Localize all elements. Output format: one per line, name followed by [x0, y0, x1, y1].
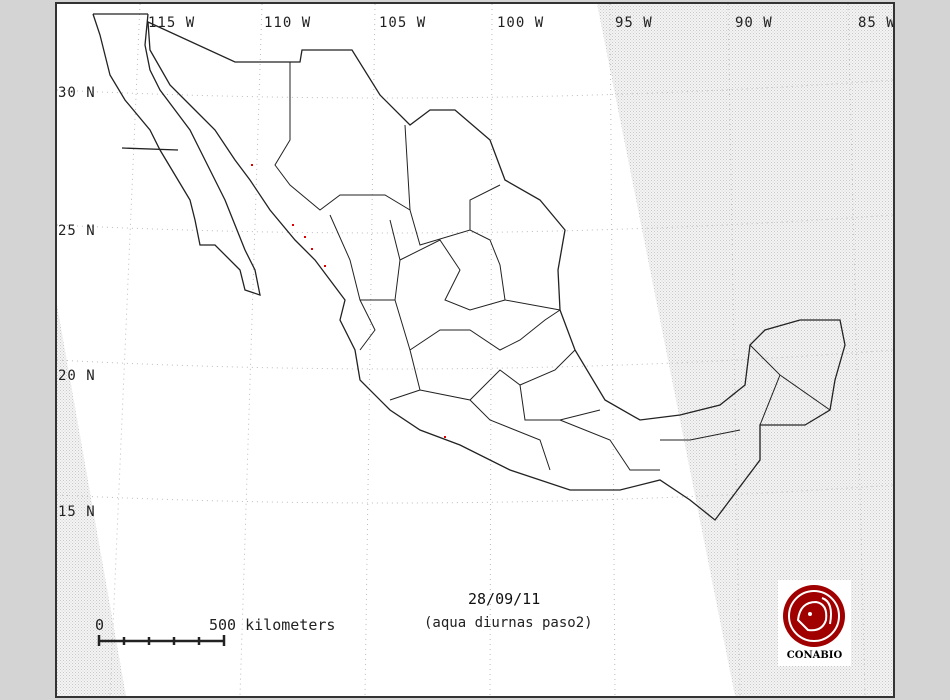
country-outline — [92, 13, 846, 521]
lat-label: 20 N — [58, 368, 96, 384]
map-date: 28/09/11 — [468, 590, 541, 608]
lon-label: 100 W — [497, 15, 545, 31]
hotspots — [251, 164, 446, 438]
no-coverage-left — [57, 305, 126, 696]
lat-label: 30 N — [58, 85, 96, 101]
no-coverage-right — [597, 4, 893, 696]
scale-start-label: 0 — [95, 616, 105, 634]
hotspot-point — [251, 164, 253, 166]
lon-label: 85 W — [858, 15, 893, 31]
scale-end-label: 500 kilometers — [209, 616, 336, 634]
lon-label: 105 W — [379, 15, 427, 31]
baja-california — [92, 13, 261, 296]
lon-label: 115 W — [148, 15, 196, 31]
scale-bar — [97, 635, 226, 646]
hotspot-point — [304, 236, 306, 238]
lat-label: 15 N — [58, 504, 96, 520]
state-borders — [274, 62, 831, 471]
hotspot-point — [444, 436, 446, 438]
hotspot-point — [324, 265, 326, 267]
lat-label: 25 N — [58, 223, 96, 239]
map-subtitle: (aqua diurnas paso2) — [424, 615, 593, 631]
mainland-mexico — [147, 20, 846, 521]
graticule — [56, 3, 894, 697]
lon-label: 90 W — [735, 15, 773, 31]
logo-text: CONABIO — [786, 650, 843, 661]
conabio-logo: CONABIO — [778, 580, 851, 666]
hotspot-point — [292, 224, 294, 226]
lon-label: 95 W — [615, 15, 653, 31]
hotspot-point — [311, 248, 313, 250]
lon-label: 110 W — [264, 15, 312, 31]
conabio-emblem-icon — [783, 585, 845, 647]
